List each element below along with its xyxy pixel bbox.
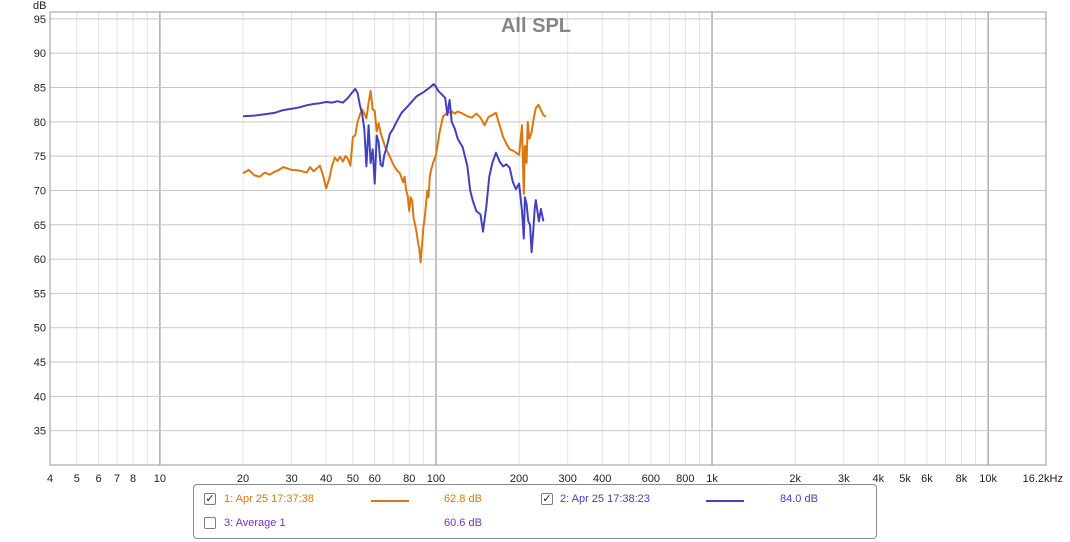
x-tick-label: 30	[285, 473, 297, 485]
x-tick-label: 1k	[706, 473, 718, 485]
y-tick-label: 60	[34, 254, 46, 266]
x-tick-label: 10	[154, 473, 166, 485]
series-1-value: 62.8 dB	[444, 493, 482, 505]
x-tick-label: 4	[47, 473, 53, 485]
y-tick-label: 90	[34, 48, 46, 60]
x-tick-label: 10k	[979, 473, 997, 485]
x-tick-label: 20	[237, 473, 249, 485]
x-tick-label: 50	[347, 473, 359, 485]
x-tick-label: 800	[676, 473, 694, 485]
x-tick-label: 80	[403, 473, 415, 485]
legend-row-2: 3: Average 1 60.6 dB	[194, 515, 876, 535]
y-tick-label: 80	[34, 117, 46, 129]
chart-grid	[49, 12, 1046, 465]
y-tick-label: 70	[34, 185, 46, 197]
x-tick-label: 3k	[838, 473, 850, 485]
x-tick-label: 600	[642, 473, 660, 485]
legend-row-1: ✓ 1: Apr 25 17:37:38 62.8 dB ✓ 2: Apr 25…	[194, 491, 876, 511]
series-2-label[interactable]: 2: Apr 25 17:38:23	[560, 493, 650, 505]
y-axis-ticks: 35 40 45 50 55 60 65 70 75 80 85 90 95	[34, 14, 46, 438]
x-tick-label: 6k	[921, 473, 933, 485]
series-2-swatch	[706, 500, 744, 502]
series-1-swatch	[371, 500, 409, 502]
x-tick-label: 200	[510, 473, 528, 485]
series-2-checkbox[interactable]: ✓	[541, 493, 553, 505]
x-tick-label: 60	[369, 473, 381, 485]
x-tick-label: 2k	[789, 473, 801, 485]
series-2-line	[242, 83, 545, 254]
x-tick-label: 7	[114, 473, 120, 485]
x-axis-ticks: 4 5 6 7 8 10 20 30 40 50 60 80 100 200 300 400 600 800 1k 2…	[47, 473, 1063, 485]
x-tick-label: 400	[593, 473, 611, 485]
y-tick-label: 45	[34, 357, 46, 369]
series-1-label[interactable]: 1: Apr 25 17:37:38	[224, 493, 314, 505]
y-tick-label: 85	[34, 83, 46, 95]
y-tick-label: 75	[34, 151, 46, 163]
x-tick-label: 300	[559, 473, 577, 485]
y-tick-label: 95	[34, 14, 46, 26]
x-tick-label: 6	[96, 473, 102, 485]
y-tick-label: 65	[34, 220, 46, 232]
y-tick-label: 55	[34, 288, 46, 300]
x-tick-label: 16.2kHz	[1023, 473, 1063, 485]
x-tick-label: 5k	[899, 473, 911, 485]
series-3-checkbox[interactable]	[204, 517, 216, 529]
y-tick-label: 50	[34, 323, 46, 335]
series-1-checkbox[interactable]: ✓	[204, 493, 216, 505]
y-tick-label: 40	[34, 391, 46, 403]
chart-series-layer	[242, 83, 547, 264]
series-3-value: 60.6 dB	[444, 517, 482, 529]
plot-frame	[49, 11, 1047, 466]
series-3-label[interactable]: 3: Average 1	[224, 517, 286, 529]
x-tick-label: 4k	[872, 473, 884, 485]
x-tick-label: 5	[74, 473, 80, 485]
series-2-value: 84.0 dB	[780, 493, 818, 505]
y-tick-label: 35	[34, 426, 46, 438]
x-tick-label: 100	[427, 473, 445, 485]
x-tick-label: 40	[320, 473, 332, 485]
y-axis-unit-label: dB	[33, 0, 46, 12]
legend-panel: ✓ 1: Apr 25 17:37:38 62.8 dB ✓ 2: Apr 25…	[193, 484, 877, 539]
series-1-line	[242, 89, 547, 264]
chart-title: All SPL	[501, 15, 571, 37]
x-tick-label: 8k	[956, 473, 968, 485]
x-tick-label: 8	[130, 473, 136, 485]
